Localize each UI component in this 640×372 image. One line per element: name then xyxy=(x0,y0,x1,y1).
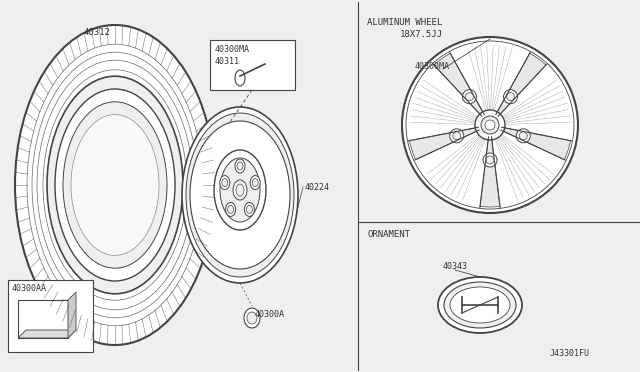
Polygon shape xyxy=(480,138,500,207)
Ellipse shape xyxy=(228,205,234,214)
Circle shape xyxy=(519,132,527,140)
Circle shape xyxy=(516,129,531,143)
Ellipse shape xyxy=(444,282,516,328)
Polygon shape xyxy=(502,128,570,160)
Circle shape xyxy=(450,129,464,143)
Circle shape xyxy=(452,132,461,140)
Circle shape xyxy=(463,90,476,104)
Text: 40343: 40343 xyxy=(443,262,468,271)
Text: J43301FU: J43301FU xyxy=(550,349,590,358)
Polygon shape xyxy=(410,128,478,160)
Circle shape xyxy=(402,37,578,213)
Circle shape xyxy=(485,120,495,130)
Ellipse shape xyxy=(252,179,258,187)
Text: 40300AA: 40300AA xyxy=(12,284,47,293)
Polygon shape xyxy=(496,53,546,115)
Ellipse shape xyxy=(220,158,260,222)
Polygon shape xyxy=(18,330,76,338)
Bar xyxy=(8,280,93,352)
Ellipse shape xyxy=(244,308,260,328)
Text: 40224: 40224 xyxy=(305,183,330,192)
Ellipse shape xyxy=(236,184,244,196)
Ellipse shape xyxy=(47,76,183,294)
Text: 40300MA: 40300MA xyxy=(215,45,250,54)
Ellipse shape xyxy=(237,162,243,170)
Text: 40311: 40311 xyxy=(215,57,240,66)
Text: ALUMINUM WHEEL: ALUMINUM WHEEL xyxy=(367,18,442,27)
Ellipse shape xyxy=(222,179,228,187)
Ellipse shape xyxy=(214,150,266,230)
Ellipse shape xyxy=(246,205,252,214)
Ellipse shape xyxy=(225,202,236,217)
Ellipse shape xyxy=(190,121,290,269)
Ellipse shape xyxy=(71,115,159,256)
Ellipse shape xyxy=(186,113,294,277)
Ellipse shape xyxy=(182,107,298,283)
Ellipse shape xyxy=(450,287,510,323)
Polygon shape xyxy=(434,53,484,115)
Polygon shape xyxy=(18,300,68,338)
Ellipse shape xyxy=(250,176,260,190)
Ellipse shape xyxy=(235,70,245,86)
Text: 18X7.5JJ: 18X7.5JJ xyxy=(400,30,443,39)
Ellipse shape xyxy=(244,202,255,217)
Ellipse shape xyxy=(438,277,522,333)
Ellipse shape xyxy=(233,180,247,200)
Ellipse shape xyxy=(235,159,245,173)
Ellipse shape xyxy=(55,89,175,281)
Polygon shape xyxy=(68,292,76,338)
Circle shape xyxy=(504,90,518,104)
Ellipse shape xyxy=(63,102,167,268)
Ellipse shape xyxy=(220,176,230,190)
Circle shape xyxy=(483,153,497,167)
Circle shape xyxy=(481,116,499,134)
Text: 40300A: 40300A xyxy=(255,310,285,319)
Circle shape xyxy=(475,110,505,140)
Text: ORNAMENT: ORNAMENT xyxy=(367,230,410,239)
Ellipse shape xyxy=(15,25,215,345)
Circle shape xyxy=(507,93,515,101)
Circle shape xyxy=(465,93,474,101)
Circle shape xyxy=(486,156,494,164)
Ellipse shape xyxy=(247,312,257,324)
Text: 40300MA: 40300MA xyxy=(415,62,450,71)
Text: 40312: 40312 xyxy=(84,28,111,37)
Bar xyxy=(210,40,295,90)
